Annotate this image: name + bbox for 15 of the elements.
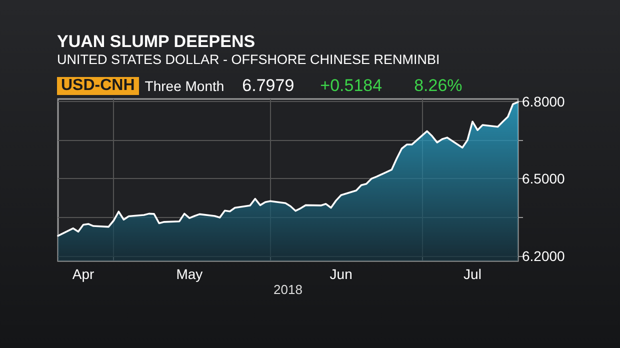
y-tick-label: 6.5000 xyxy=(522,170,566,187)
x-tick-label: Jun xyxy=(330,266,352,282)
x-axis-title: 2018 xyxy=(274,282,302,297)
y-tick-label: 6.8000 xyxy=(522,94,566,110)
text: 6.7979 xyxy=(242,76,294,96)
text: 8.26% xyxy=(414,76,462,96)
y-tick-label: 6.2000 xyxy=(522,248,566,264)
chart-title: YUAN SLUMP DEEPENS xyxy=(57,32,256,52)
x-tick-label: Apr xyxy=(72,266,94,282)
chart-subtitle: UNITED STATES DOLLAR - OFFSHORE CHINESE RENMINBI xyxy=(57,52,440,67)
text: USD-CNH xyxy=(57,77,139,95)
text: +0.5184 xyxy=(320,76,382,96)
x-tick-label: May xyxy=(176,266,203,282)
text: Three Month xyxy=(144,78,224,94)
x-tick-label: Jul xyxy=(464,266,482,282)
